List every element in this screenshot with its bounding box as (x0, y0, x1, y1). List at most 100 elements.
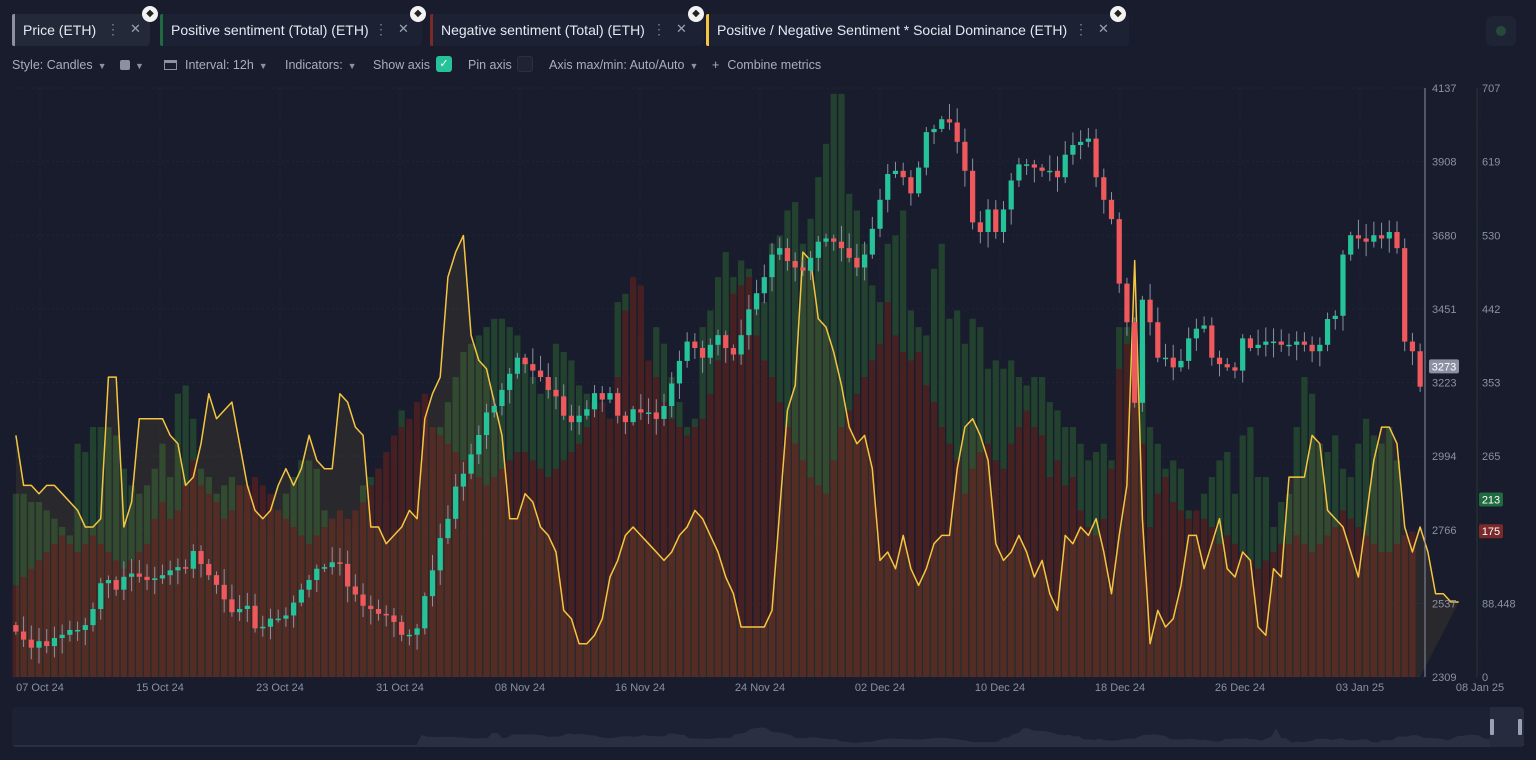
tab-color-bar (160, 14, 163, 46)
candle-body (1016, 164, 1022, 181)
candle-body (283, 615, 289, 619)
indicators-dropdown[interactable]: Indicators: ▼ (285, 58, 357, 72)
more-icon[interactable]: ⋮ (374, 21, 388, 37)
negative-sentiment-bar (1077, 510, 1084, 677)
candle-body (468, 454, 474, 474)
positive-sentiment-bar (830, 93, 837, 678)
negative-sentiment-bar (1008, 443, 1015, 677)
show-axis-label: Show axis (373, 58, 430, 72)
negative-sentiment-bar (1262, 560, 1269, 677)
negative-sentiment-bar (1347, 518, 1354, 677)
candle-body (429, 570, 436, 597)
combine-metrics-button[interactable]: + Combine metrics (712, 58, 821, 72)
candle-body (291, 602, 297, 616)
interval-dropdown[interactable]: Interval: 12h ▼ (164, 58, 268, 72)
price-candles (13, 104, 1423, 664)
negative-sentiment-bar (28, 568, 35, 677)
candle-body (82, 625, 88, 630)
tab-ratio-social-dominance[interactable]: Positive / Negative Sentiment * Social D… (706, 6, 1129, 46)
candle-body (399, 621, 405, 635)
candle-body (1309, 344, 1315, 352)
negative-sentiment-bar (614, 377, 621, 677)
negative-sentiment-bar (568, 452, 575, 677)
tab-label: Positive sentiment (Total) (ETH) (171, 22, 369, 38)
candle-body (1101, 177, 1107, 200)
navigator-left-handle[interactable] (1490, 719, 1494, 735)
close-icon[interactable]: ✕ (130, 21, 141, 36)
x-tick-label: 18 Dec 24 (1095, 682, 1145, 694)
negative-sentiment-bar (807, 477, 814, 677)
candle-body (1286, 344, 1292, 347)
negative-sentiment-bar (684, 435, 691, 677)
close-icon[interactable]: ✕ (1098, 21, 1109, 36)
more-icon[interactable]: ⋮ (106, 21, 120, 37)
candle-body (422, 596, 428, 629)
sentiment-tick-label: 0 (1482, 672, 1488, 684)
candle-body (507, 373, 513, 390)
show-axis-checkbox[interactable]: ✓ (436, 56, 452, 72)
tab-negative-sentiment[interactable]: Negative sentiment (Total) (ETH) ⋮ ✕ ◆ (430, 6, 704, 46)
candle-body (684, 341, 690, 361)
x-tick-label: 08 Nov 24 (495, 682, 545, 694)
negative-sentiment-bar (444, 443, 452, 677)
more-icon[interactable]: ⋮ (1074, 21, 1088, 37)
close-icon[interactable]: ✕ (676, 21, 687, 36)
negative-sentiment-bar (1085, 527, 1092, 677)
candle-body (1139, 299, 1145, 403)
negative-sentiment-bar (1270, 552, 1277, 677)
negative-sentiment-bar (460, 460, 467, 677)
candle-body (1255, 344, 1261, 349)
candle-body (298, 589, 304, 603)
candle-body (707, 344, 713, 358)
candle-body (28, 639, 34, 648)
negative-sentiment-bar (691, 427, 698, 677)
pin-axis-checkbox[interactable] (517, 56, 533, 72)
candle-body (900, 170, 906, 178)
candle-body (669, 383, 675, 407)
candle-body (144, 576, 150, 581)
candle-body (1062, 154, 1068, 178)
style-label: Style: Candles (12, 58, 93, 72)
color-dropdown[interactable]: ▼ (120, 58, 144, 72)
candle-body (121, 576, 127, 590)
axis-minmax-dropdown[interactable]: Axis max/min: Auto/Auto ▼ (549, 58, 698, 72)
candle-body (838, 241, 845, 249)
negative-sentiment-bar (1023, 410, 1030, 677)
more-icon[interactable]: ⋮ (652, 21, 666, 37)
candle-body (1294, 341, 1300, 345)
candle-body (1078, 141, 1084, 146)
candle-body (1324, 319, 1331, 345)
sentiment-tick-label: 265 (1482, 451, 1500, 463)
tab-price[interactable]: Price (ETH) ⋮ ✕ ◆ (12, 6, 158, 46)
negative-sentiment-bar (977, 452, 984, 677)
x-tick-label: 31 Oct 24 (376, 682, 424, 694)
candle-body (1317, 344, 1323, 352)
price-sentiment-chart[interactable]: 4137 3908 3680 3451 3223 2994 2766 2537 2309 707 6… (0, 80, 1536, 700)
candle-body (591, 393, 598, 410)
candle-body (584, 409, 590, 416)
style-dropdown[interactable]: Style: Candles ▼ (12, 58, 107, 72)
close-icon[interactable]: ✕ (398, 21, 409, 36)
negative-sentiment-bar (591, 410, 598, 677)
ethereum-icon: ◆ (142, 6, 158, 22)
candle-body (1278, 341, 1284, 345)
candle-body (499, 389, 505, 407)
navigator-right-handle[interactable] (1518, 719, 1522, 735)
candle-body (460, 473, 466, 487)
candle-body (1240, 338, 1246, 371)
negative-sentiment-bar (753, 335, 760, 677)
negative-sentiment-bar (113, 560, 120, 677)
tab-positive-sentiment[interactable]: Positive sentiment (Total) (ETH) ⋮ ✕ ◆ (160, 6, 426, 46)
candle-body (1024, 164, 1030, 166)
candle-body (74, 629, 81, 632)
settings-button[interactable] (1486, 16, 1516, 46)
negative-sentiment-bar (282, 518, 290, 677)
negative-sentiment-bar (429, 427, 436, 677)
candle-body (638, 409, 644, 413)
candle-body (645, 412, 652, 414)
price-tick-label: 4137 (1432, 83, 1456, 95)
negative-sentiment-bar (1193, 510, 1200, 677)
negative-sentiment-bar (159, 502, 166, 677)
time-navigator[interactable] (12, 707, 1524, 747)
candle-body (476, 435, 482, 455)
